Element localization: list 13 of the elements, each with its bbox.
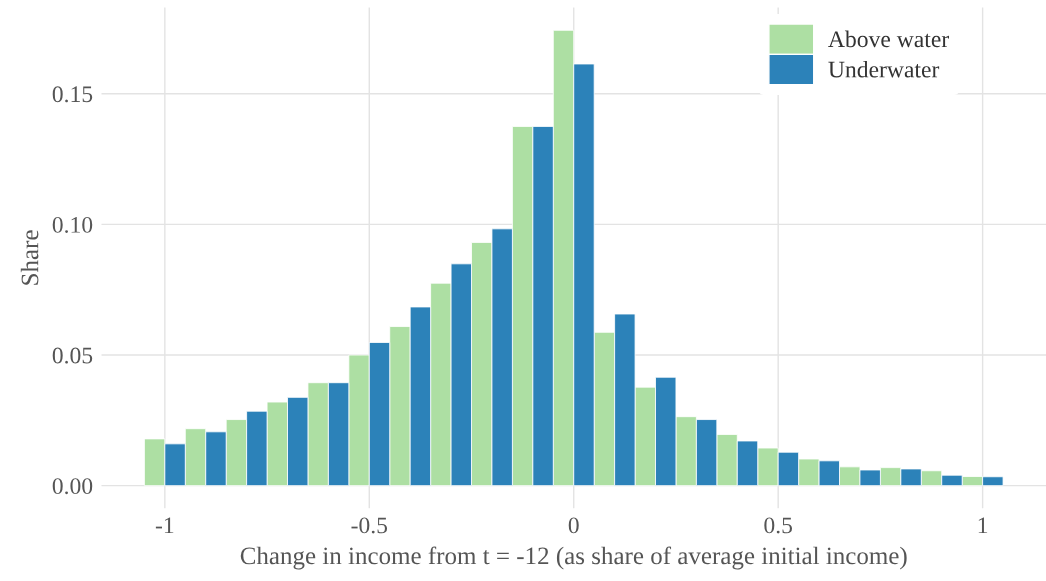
x-tick-label: 0	[568, 517, 579, 534]
x-tick-label: 0.5	[764, 517, 793, 534]
x-tick-label: -0.5	[351, 517, 388, 534]
x-tick-label: 1	[978, 517, 988, 534]
legend-label: Underwater	[828, 60, 940, 78]
y-axis-title: Share	[20, 230, 39, 285]
y-tick-label: 0.05	[52, 347, 93, 364]
x-axis-title: Change in income from t = -12 (as share of average initial income)	[240, 546, 907, 570]
x-tick-label: -1	[155, 517, 174, 534]
legend-label: Above water	[828, 30, 949, 48]
y-tick-label: 0.00	[52, 478, 93, 495]
y-tick-label: 0.15	[52, 86, 93, 103]
y-tick-label: 0.10	[52, 216, 93, 233]
